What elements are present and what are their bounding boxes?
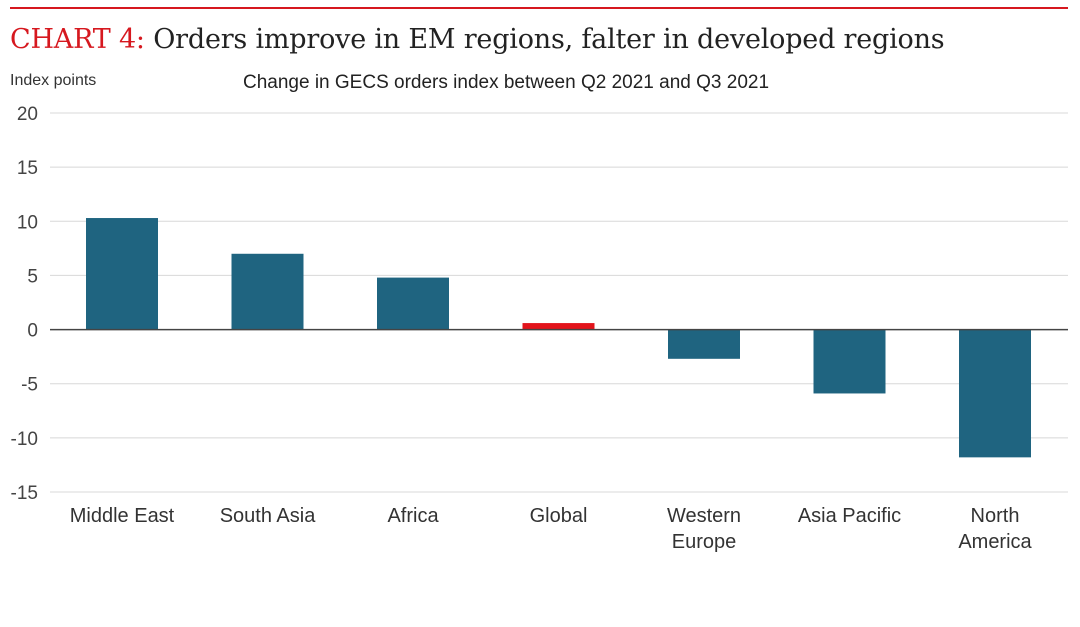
y-tick-label: 5 — [27, 266, 38, 287]
y-tick-label: -5 — [21, 375, 38, 396]
x-category-label: Africa — [387, 505, 439, 527]
chart-title: CHART 4: Orders improve in EM regions, f… — [10, 24, 945, 55]
x-category-label: Asia Pacific — [798, 505, 901, 527]
y-tick-label: -15 — [11, 483, 38, 504]
bar — [959, 329, 1031, 458]
chart-title-text: Orders improve in EM regions, falter in … — [153, 24, 945, 55]
x-category-label: America — [958, 531, 1032, 553]
bar — [813, 329, 886, 394]
x-category-label: Europe — [672, 531, 737, 553]
chart-number-label: CHART 4: — [10, 24, 145, 55]
bar — [86, 218, 158, 330]
bar — [231, 253, 304, 330]
y-tick-label: 0 — [27, 321, 38, 342]
x-category-label: Western — [667, 505, 741, 527]
top-rule — [10, 7, 1068, 9]
x-category-label: Global — [530, 505, 588, 527]
bar — [377, 277, 449, 330]
chart-subtitle: Change in GECS orders index between Q2 2… — [243, 72, 770, 93]
y-tick-label: -10 — [11, 429, 38, 450]
y-tick-label: 10 — [17, 212, 38, 233]
y-tick-label: 20 — [17, 104, 38, 125]
x-category-label: North — [971, 505, 1020, 527]
y-axis-label: Index points — [10, 72, 97, 89]
x-category-label: Middle East — [70, 505, 175, 527]
y-tick-label: 15 — [17, 158, 38, 179]
bar — [522, 323, 595, 330]
bar — [668, 329, 740, 359]
x-category-label: South Asia — [220, 505, 317, 527]
